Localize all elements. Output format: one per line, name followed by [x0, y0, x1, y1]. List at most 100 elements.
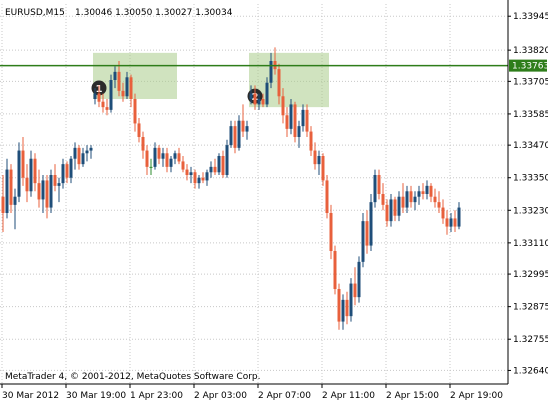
candle — [117, 61, 121, 97]
candle-body — [221, 156, 225, 175]
candle — [317, 150, 321, 175]
candle — [201, 172, 205, 184]
candle — [457, 202, 461, 230]
candle — [265, 77, 269, 108]
candle-body — [29, 158, 33, 192]
zone-2 — [249, 52, 329, 108]
candle-body — [141, 137, 145, 151]
candle — [157, 145, 161, 165]
x-tick-label: 1 Apr 23:00 — [130, 391, 183, 401]
candle-body — [449, 218, 453, 227]
candle-body — [125, 77, 129, 97]
candle — [29, 150, 33, 197]
candle-body — [1, 196, 5, 213]
candle-body — [433, 196, 437, 203]
candle — [277, 63, 281, 105]
candle-body — [405, 191, 409, 208]
candle — [53, 164, 57, 192]
candle — [25, 164, 29, 203]
candle — [45, 175, 49, 219]
candle — [61, 158, 65, 189]
candle — [21, 137, 25, 186]
candle-body — [457, 207, 461, 227]
candle — [329, 204, 333, 260]
candle — [189, 166, 193, 184]
candle-body — [365, 221, 369, 246]
candle — [437, 191, 441, 213]
candle — [261, 93, 265, 108]
candle — [5, 158, 9, 219]
candle-body — [325, 180, 329, 213]
candle — [233, 120, 237, 154]
candle-body — [237, 120, 241, 148]
x-tick-label: 2 Apr 11:00 — [322, 391, 375, 401]
candle-body — [181, 161, 185, 170]
candle — [213, 158, 217, 175]
candle-body — [145, 150, 149, 167]
symbol-label: EURUSD,M15 — [5, 8, 65, 18]
candle — [165, 147, 169, 173]
candle — [257, 93, 261, 110]
candle-body — [329, 213, 333, 251]
candle — [77, 145, 81, 170]
candle-body — [105, 107, 109, 110]
candle — [149, 158, 153, 175]
candle-body — [397, 196, 401, 216]
candle-body — [301, 109, 305, 127]
candle-body — [37, 183, 41, 200]
candle-body — [357, 261, 361, 298]
candle-body — [13, 196, 17, 205]
candle — [353, 267, 357, 306]
candle-body — [249, 93, 253, 99]
candle-body — [173, 153, 177, 159]
candle-body — [413, 196, 417, 203]
x-tick-label: 2 Apr 07:00 — [258, 391, 311, 401]
candle-body — [349, 283, 353, 317]
candle — [173, 150, 177, 165]
candle — [221, 150, 225, 178]
horizontal-line[interactable]: 1.33763 — [0, 59, 548, 72]
candle-body — [117, 71, 121, 91]
candle-body — [333, 251, 337, 289]
candle — [445, 210, 449, 235]
candle — [401, 183, 405, 213]
y-tick-label: 1.32875 — [513, 303, 548, 313]
y-tick-label: 1.32755 — [513, 335, 548, 345]
candle-body — [89, 147, 93, 151]
candle — [113, 66, 117, 89]
candle-body — [197, 177, 201, 184]
candle — [101, 93, 105, 113]
candle — [205, 169, 209, 186]
candle — [389, 194, 393, 227]
candle — [37, 169, 41, 208]
candle — [349, 278, 353, 322]
candle-body — [389, 199, 393, 222]
candle-body — [341, 299, 345, 322]
candle-body — [65, 164, 69, 178]
candle-body — [109, 80, 113, 110]
candle — [81, 147, 85, 167]
candle-body — [393, 199, 397, 216]
candle-body — [53, 175, 57, 186]
candle-body — [293, 104, 297, 137]
copyright-text: MetaTrader 4, © 2001-2012, MetaQuotes So… — [5, 372, 261, 382]
candle — [429, 183, 433, 203]
candle — [177, 147, 181, 165]
candle-body — [337, 289, 341, 322]
candle — [409, 185, 413, 208]
candle — [229, 120, 233, 148]
candle — [433, 188, 437, 208]
candle-body — [85, 150, 89, 154]
candle — [449, 213, 453, 232]
candle-body — [225, 145, 229, 175]
candle-body — [233, 126, 237, 148]
candle-body — [201, 177, 205, 181]
candle-body — [69, 158, 73, 178]
candle-body — [21, 150, 25, 178]
candle — [385, 199, 389, 227]
candle — [125, 71, 129, 99]
y-tick-label: 1.32640 — [513, 366, 548, 376]
candle — [269, 52, 273, 89]
candle — [357, 256, 361, 303]
